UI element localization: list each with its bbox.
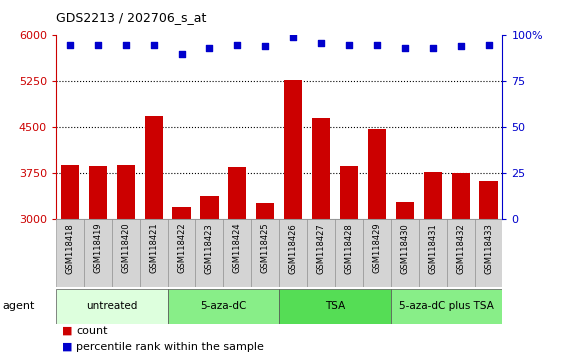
Bar <box>368 129 386 219</box>
Text: GSM118419: GSM118419 <box>93 223 102 274</box>
Text: GSM118422: GSM118422 <box>177 223 186 274</box>
Bar <box>452 173 470 219</box>
Bar <box>168 289 279 324</box>
Text: percentile rank within the sample: percentile rank within the sample <box>76 342 264 352</box>
Text: GSM118432: GSM118432 <box>456 223 465 274</box>
Bar <box>284 80 302 219</box>
Bar <box>256 203 274 219</box>
Point <box>149 42 158 47</box>
Text: GDS2213 / 202706_s_at: GDS2213 / 202706_s_at <box>56 11 206 24</box>
Bar <box>391 289 502 324</box>
Bar <box>112 219 140 287</box>
Text: GSM118418: GSM118418 <box>66 223 74 274</box>
Text: GSM118423: GSM118423 <box>205 223 214 274</box>
Point <box>233 42 242 47</box>
Bar <box>195 219 223 287</box>
Bar <box>363 219 391 287</box>
Point <box>316 40 325 46</box>
Point <box>121 42 130 47</box>
Text: GSM118430: GSM118430 <box>400 223 409 274</box>
Bar <box>228 167 247 219</box>
Bar <box>172 207 191 219</box>
Text: GSM118427: GSM118427 <box>316 223 325 274</box>
Bar <box>424 172 442 219</box>
Bar <box>475 219 502 287</box>
Text: GSM118421: GSM118421 <box>149 223 158 274</box>
Point <box>344 42 353 47</box>
Bar <box>340 166 358 219</box>
Bar <box>144 116 163 219</box>
Text: ■: ■ <box>62 342 72 352</box>
Text: GSM118429: GSM118429 <box>372 223 381 274</box>
Point <box>456 44 465 49</box>
Text: 5-aza-dC plus TSA: 5-aza-dC plus TSA <box>399 301 494 311</box>
Bar <box>480 182 497 219</box>
Bar <box>56 289 168 324</box>
Point <box>372 42 381 47</box>
Point <box>205 45 214 51</box>
Bar <box>251 219 279 287</box>
Bar <box>168 219 195 287</box>
Point <box>428 45 437 51</box>
Text: count: count <box>76 326 107 336</box>
Text: GSM118420: GSM118420 <box>121 223 130 274</box>
Text: untreated: untreated <box>86 301 138 311</box>
Bar <box>335 219 363 287</box>
Bar <box>447 219 475 287</box>
Point <box>177 51 186 57</box>
Point <box>288 34 297 40</box>
Bar <box>312 118 330 219</box>
Point <box>261 44 270 49</box>
Text: GSM118425: GSM118425 <box>261 223 270 274</box>
Bar <box>56 219 84 287</box>
Bar <box>116 165 135 219</box>
Point <box>484 42 493 47</box>
Bar <box>84 219 112 287</box>
Point <box>65 42 74 47</box>
Bar <box>396 202 414 219</box>
Point <box>93 42 102 47</box>
Text: GSM118424: GSM118424 <box>233 223 242 274</box>
Bar <box>307 219 335 287</box>
Bar <box>391 219 419 287</box>
Bar <box>223 219 251 287</box>
Bar <box>419 219 447 287</box>
Text: 5-aza-dC: 5-aza-dC <box>200 301 247 311</box>
Text: agent: agent <box>3 301 35 311</box>
Text: GSM118426: GSM118426 <box>289 223 297 274</box>
Point <box>400 45 409 51</box>
Text: TSA: TSA <box>325 301 345 311</box>
Text: GSM118428: GSM118428 <box>344 223 353 274</box>
Bar <box>200 196 219 219</box>
Text: GSM118433: GSM118433 <box>484 223 493 274</box>
Bar <box>140 219 168 287</box>
Text: GSM118431: GSM118431 <box>428 223 437 274</box>
Bar <box>279 289 391 324</box>
Text: ■: ■ <box>62 326 72 336</box>
Bar <box>89 166 107 219</box>
Bar <box>279 219 307 287</box>
Bar <box>61 165 79 219</box>
